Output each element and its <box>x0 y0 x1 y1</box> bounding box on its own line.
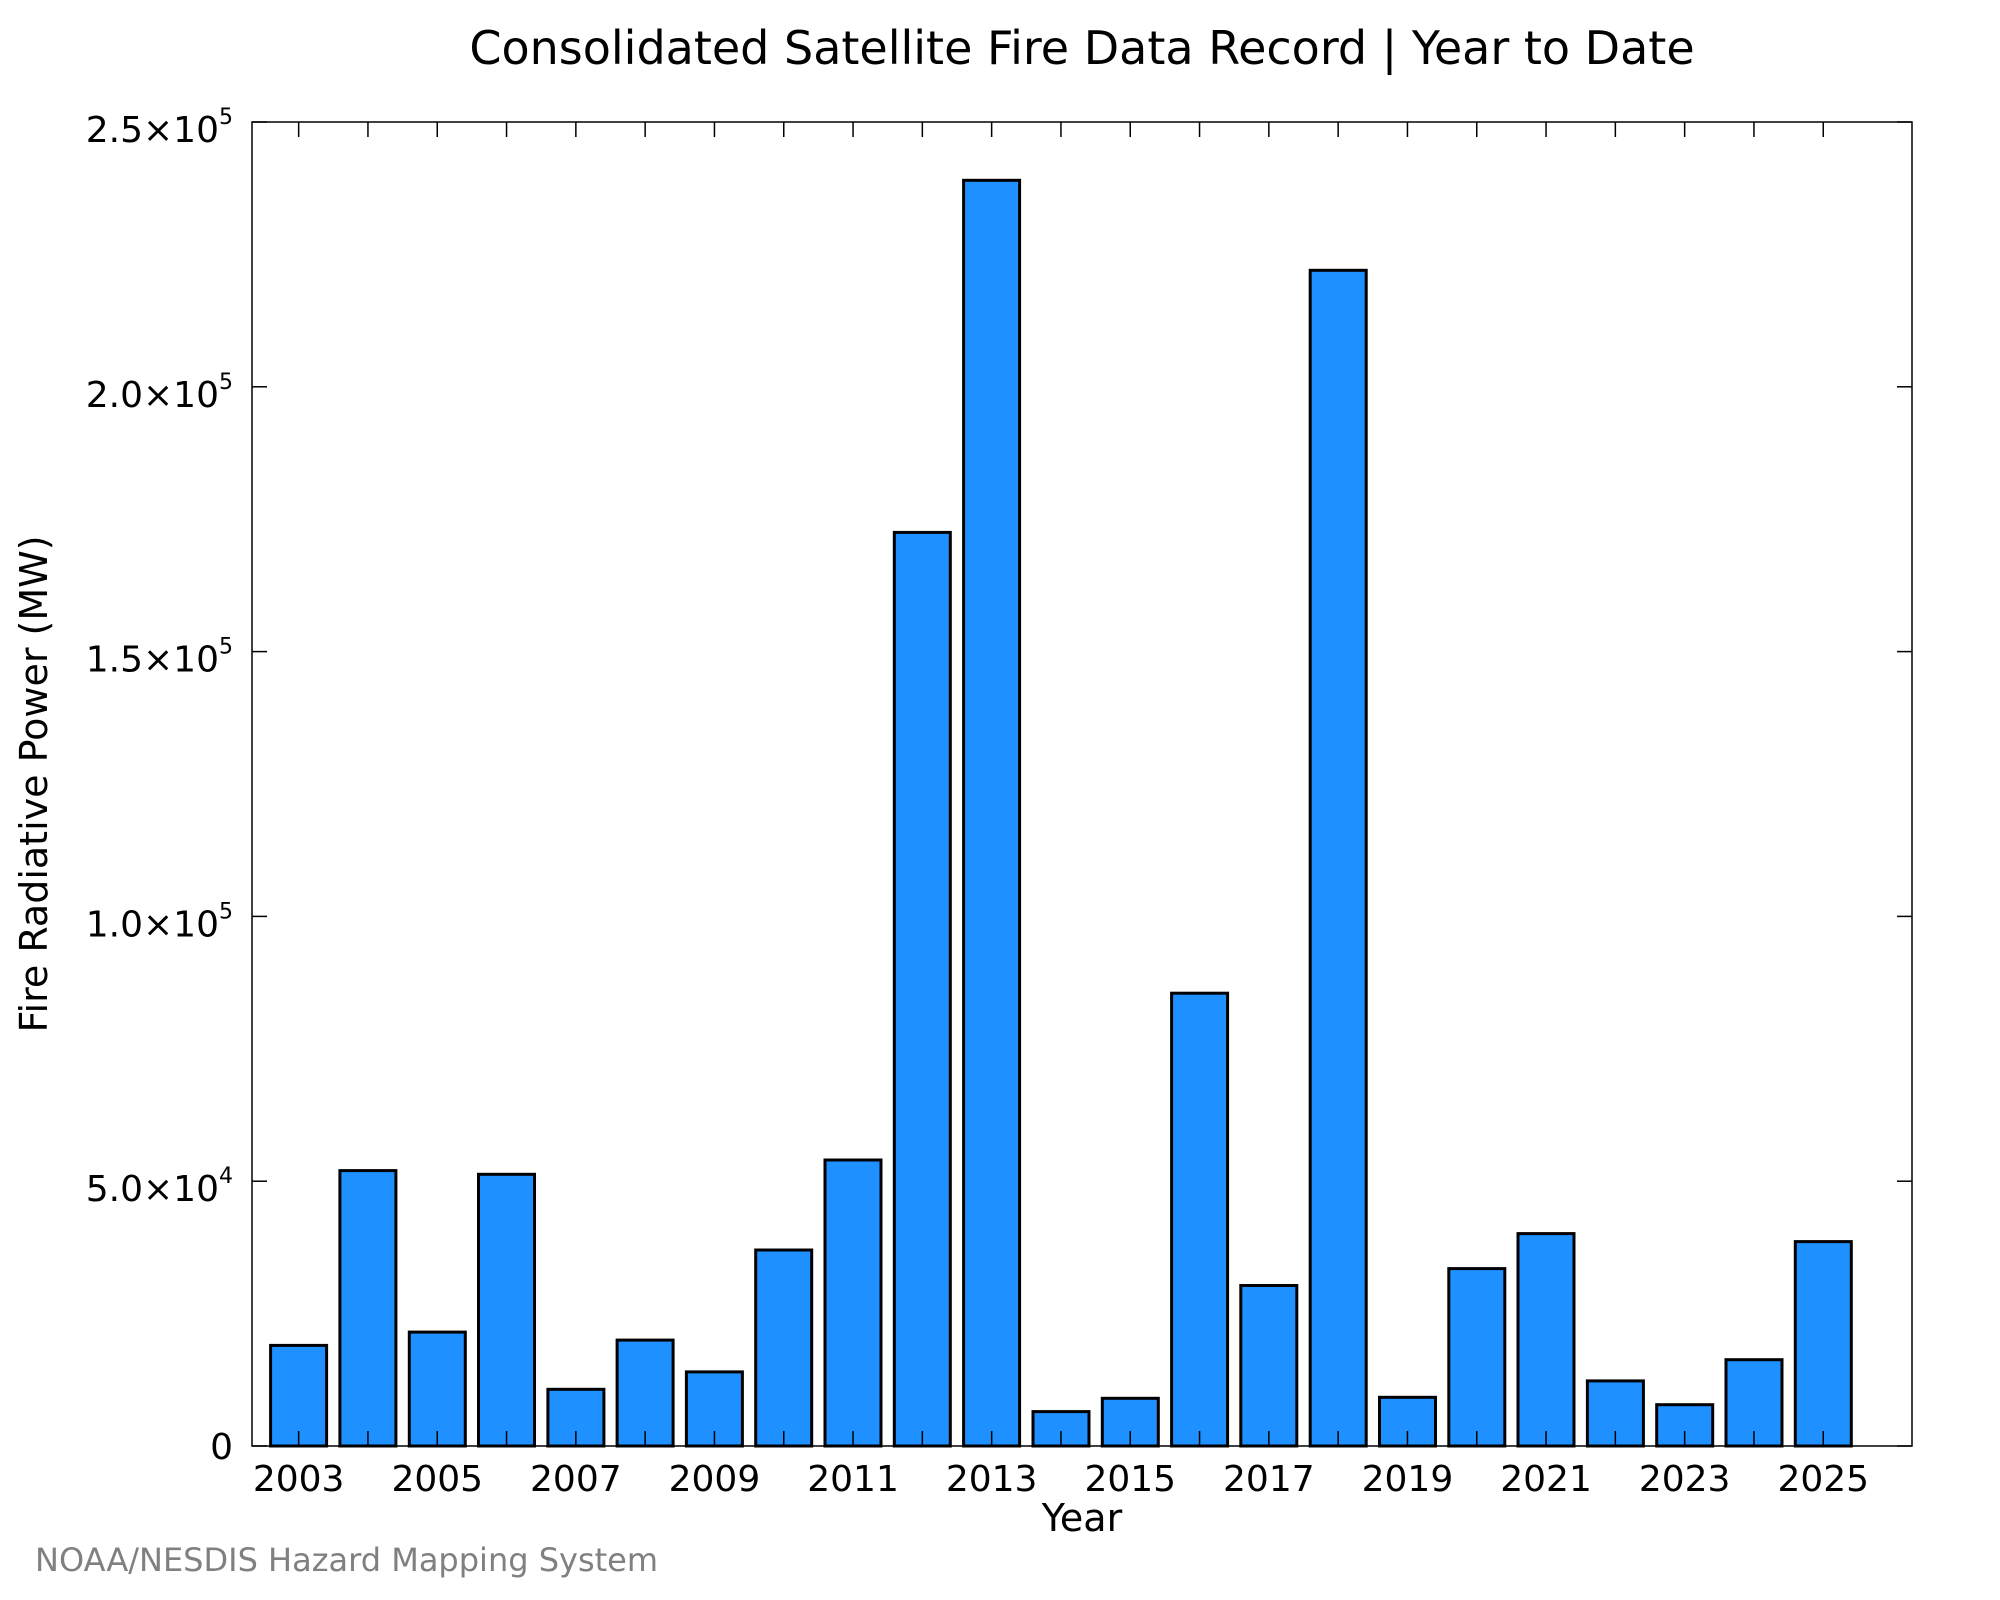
x-tick-label-2025: 2025 <box>1777 1459 1869 1500</box>
bar-2004 <box>338 1169 398 1448</box>
bars-group <box>269 178 1853 1448</box>
y-tick-label-2: 1.0×105 <box>86 899 233 945</box>
x-tick-label-2013: 2013 <box>946 1459 1038 1500</box>
y-tick-label-0: 0 <box>210 1427 233 1468</box>
x-axis: 2003 2005 2007 2009 2011 2013 2015 2017 2019 2021… <box>253 122 1869 1500</box>
bar-2020 <box>1447 1267 1507 1448</box>
bar-2010 <box>754 1248 814 1448</box>
x-tick-label-2009: 2009 <box>669 1459 761 1500</box>
plot-frame <box>251 121 1913 1447</box>
bar-2013 <box>962 178 1022 1448</box>
bar-2011 <box>823 1158 883 1448</box>
bar-2008 <box>615 1338 675 1448</box>
x-tick-label-2021: 2021 <box>1500 1459 1592 1500</box>
y-tick-label-4: 2.0×105 <box>86 370 233 416</box>
x-tick-label-2003: 2003 <box>253 1459 345 1500</box>
source-credit: NOAA/NESDIS Hazard Mapping System <box>35 1541 658 1579</box>
bar-2016 <box>1170 991 1230 1448</box>
x-tick-label-2019: 2019 <box>1362 1459 1454 1500</box>
bar-2006 <box>477 1172 536 1448</box>
y-tick-label-3: 1.5×105 <box>86 635 233 681</box>
y-tick-label-1: 5.0×104 <box>86 1164 233 1210</box>
bar-2003 <box>269 1343 329 1448</box>
x-tick-label-2015: 2015 <box>1084 1459 1176 1500</box>
x-tick-label-2017: 2017 <box>1223 1459 1315 1500</box>
bar-2025 <box>1793 1240 1853 1448</box>
y-axis: 0 5.0×104 1.0×105 1.5×105 2.0×105 2.5×105 <box>86 105 1912 1468</box>
x-tick-label-2023: 2023 <box>1639 1459 1731 1500</box>
bar-2017 <box>1239 1284 1299 1448</box>
bar-2018 <box>1308 268 1368 1448</box>
x-tick-label-2011: 2011 <box>807 1459 899 1500</box>
bar-2012 <box>892 530 952 1448</box>
y-tick-label-5: 2.5×105 <box>86 105 233 151</box>
chart-title: Consolidated Satellite Fire Data Record … <box>469 21 1694 76</box>
x-tick-label-2007: 2007 <box>530 1459 622 1500</box>
x-tick-label-2005: 2005 <box>391 1459 483 1500</box>
y-axis-label: Fire Radiative Power (MW) <box>12 535 56 1032</box>
bar-2005 <box>407 1330 467 1448</box>
bar-2021 <box>1516 1232 1576 1448</box>
x-axis-label: Year <box>1041 1496 1123 1540</box>
